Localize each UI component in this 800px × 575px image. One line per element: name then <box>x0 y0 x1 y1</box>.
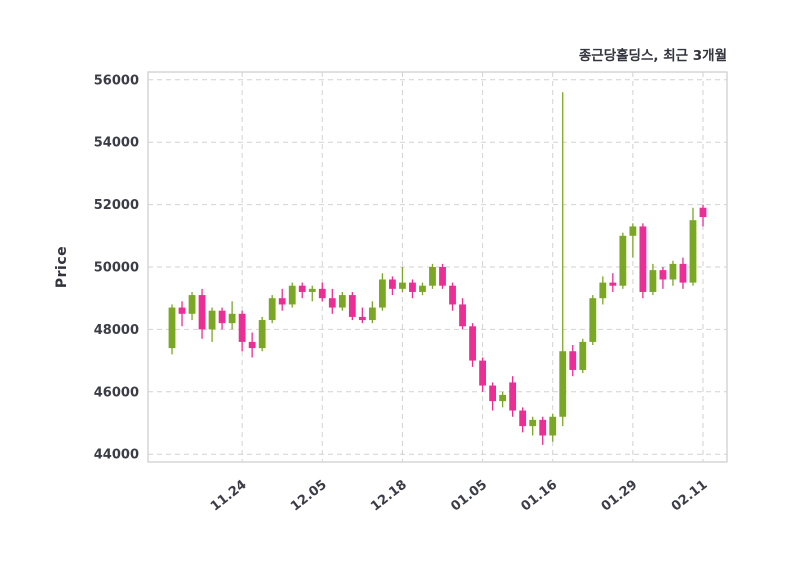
candle-body <box>589 298 597 342</box>
candle-body <box>459 304 466 327</box>
candle-body <box>419 285 426 292</box>
candle-body <box>208 310 216 330</box>
candle-body <box>569 351 577 370</box>
candle-body <box>358 316 366 321</box>
y-tick-label: 48000 <box>94 323 139 338</box>
y-tick-label: 50000 <box>94 261 139 276</box>
candle-body <box>579 341 587 370</box>
x-tick-label: 01.16 <box>519 477 561 514</box>
candle-body <box>529 419 537 427</box>
candle-body <box>619 235 627 286</box>
candle-body <box>368 307 376 321</box>
candle-body <box>399 282 406 289</box>
candle-body <box>669 263 677 280</box>
x-tick-label: 02.11 <box>669 477 711 514</box>
candle-body <box>268 298 276 321</box>
candle-body <box>689 220 697 283</box>
chart-title: 종근당홀딩스, 최근 3개월 <box>578 48 727 64</box>
candle-body <box>629 226 637 236</box>
candle-body <box>188 295 196 314</box>
candle-body <box>288 285 296 305</box>
candle-body <box>559 351 567 417</box>
candle-body <box>429 267 436 286</box>
y-tick-label: 54000 <box>94 136 139 151</box>
x-tick-label: 12.05 <box>288 477 330 514</box>
candle-body <box>699 207 707 218</box>
candle-body <box>439 267 446 286</box>
candle-body <box>308 288 316 292</box>
candle-body <box>649 270 657 292</box>
candle-body <box>499 394 507 402</box>
candle-body <box>168 307 176 349</box>
candle-body <box>409 282 416 292</box>
candle-body <box>278 298 286 305</box>
candle-body <box>609 282 617 286</box>
candle-body <box>178 307 186 314</box>
candle-body <box>479 360 486 386</box>
candle-body <box>389 279 396 289</box>
x-tick-label: 01.05 <box>448 477 490 514</box>
candle-body <box>198 295 206 330</box>
candle-body <box>348 295 356 317</box>
y-tick-label: 44000 <box>94 448 139 463</box>
candle-body <box>509 382 517 411</box>
candle-body <box>238 313 246 342</box>
candle-body <box>318 288 326 299</box>
candle-body <box>248 341 256 349</box>
x-tick-label: 12.18 <box>368 477 410 514</box>
candle-body <box>258 320 266 349</box>
y-tick-label: 46000 <box>94 385 139 400</box>
candle-body <box>519 410 527 427</box>
candle-body <box>228 313 236 324</box>
candle-body <box>659 270 667 280</box>
candle-body <box>489 385 497 402</box>
y-tick-label: 56000 <box>94 73 139 88</box>
candle-body <box>469 326 476 361</box>
candle-body <box>378 279 386 308</box>
candle-body <box>218 310 226 324</box>
candle-body <box>599 282 607 299</box>
candle-body <box>549 416 557 436</box>
y-tick-label: 52000 <box>94 198 139 213</box>
x-tick-label: 01.29 <box>599 477 641 514</box>
candle-body <box>539 419 547 436</box>
candle-body <box>338 295 346 308</box>
candle-body <box>639 226 647 292</box>
candle-body <box>328 298 336 308</box>
candle-body <box>449 285 456 305</box>
x-tick-label: 11.24 <box>208 477 250 514</box>
candle-body <box>679 263 687 283</box>
candle-body <box>298 285 306 292</box>
